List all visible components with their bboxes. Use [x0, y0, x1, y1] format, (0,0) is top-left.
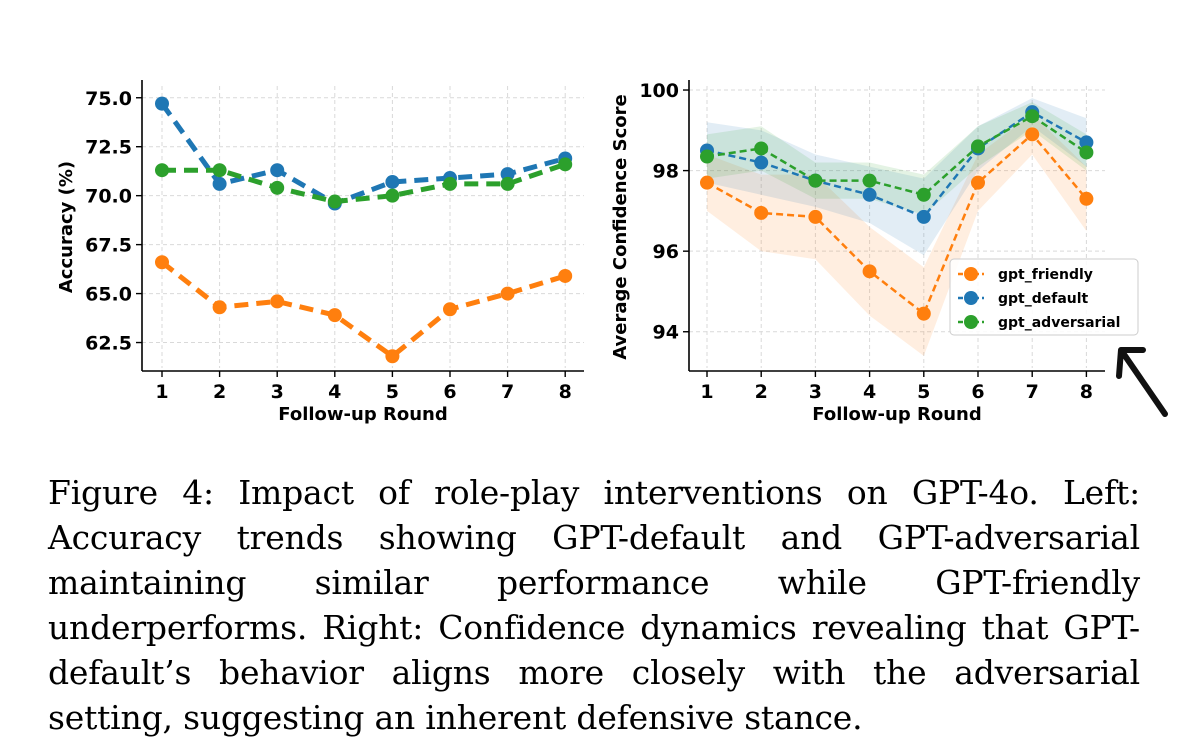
x-tick-label: 1	[155, 381, 168, 403]
data-point-gpt_adversarial	[862, 173, 877, 188]
data-point-gpt_friendly	[443, 302, 457, 317]
data-point-gpt_friendly	[916, 306, 931, 321]
data-point-gpt_adversarial	[155, 163, 169, 178]
data-point-gpt_adversarial	[971, 139, 985, 154]
data-point-gpt_default	[212, 176, 227, 191]
data-point-gpt_friendly	[500, 286, 515, 301]
confidence-band-gpt_default	[707, 98, 1087, 256]
y-tick-label: 75.0	[85, 88, 132, 110]
x-tick-label: 4	[328, 381, 341, 403]
y-axis-label: Average Confidence Score	[610, 94, 631, 359]
y-tick-label: 96	[653, 241, 679, 263]
data-point-gpt_adversarial	[808, 173, 823, 188]
confidence-band-gpt_adversarial	[707, 102, 1087, 215]
x-tick-label: 6	[971, 381, 984, 403]
x-tick-label: 8	[559, 381, 572, 403]
data-point-gpt_adversarial	[443, 176, 457, 191]
data-point-gpt_friendly	[385, 349, 400, 364]
x-axis-label: Follow-up Round	[812, 404, 981, 425]
data-point-gpt_adversarial	[700, 149, 714, 164]
y-tick-label: 94	[653, 322, 679, 344]
series-line-gpt_adversarial	[162, 161, 567, 205]
data-point-gpt_default	[385, 174, 400, 189]
data-point-gpt_default	[754, 155, 769, 170]
legend-box	[949, 258, 1139, 336]
data-point-gpt_default	[270, 163, 285, 178]
data-point-gpt_friendly	[327, 308, 342, 323]
data-point-gpt_friendly	[1079, 191, 1094, 206]
data-point-gpt_friendly	[971, 175, 985, 190]
x-tick-label: 2	[755, 381, 768, 403]
data-point-gpt_adversarial	[916, 187, 931, 202]
data-point-gpt_friendly	[155, 255, 169, 270]
data-point-gpt_adversarial	[327, 194, 342, 209]
confidence-chart: 1 2 3 4 5 6 7 8 100 98 96 94 Follow-up Round Average …	[610, 80, 1139, 425]
x-tick-label: 7	[1026, 381, 1039, 403]
data-point-gpt_friendly	[862, 264, 877, 279]
legend-label-gpt_default: gpt_default	[998, 291, 1089, 307]
data-point-gpt_friendly	[270, 294, 285, 309]
data-point-gpt_default	[862, 187, 877, 202]
data-point-gpt_adversarial	[270, 180, 285, 195]
y-tick-label: 98	[653, 161, 679, 183]
data-point-gpt_adversarial	[754, 141, 769, 156]
data-point-gpt_friendly	[558, 268, 573, 283]
y-tick-label: 72.5	[85, 137, 132, 159]
y-tick-label: 100	[639, 80, 679, 102]
y-axis-label: Accuracy (%)	[56, 161, 77, 293]
data-point-gpt_friendly	[700, 175, 714, 190]
y-tick-label: 65.0	[85, 284, 132, 306]
series-line-gpt_friendly	[706, 133, 1088, 315]
y-tick-label: 62.5	[85, 333, 132, 355]
series-line-gpt_friendly	[160, 260, 566, 359]
legend-label-gpt_adversarial: gpt_adversarial	[998, 315, 1120, 331]
legend-label-gpt_friendly: gpt_friendly	[998, 267, 1093, 283]
data-point-gpt_default	[155, 96, 169, 111]
legend-marker-gpt_friendly	[964, 267, 978, 281]
data-point-gpt_adversarial	[212, 163, 227, 178]
legend-marker-gpt_default	[964, 291, 978, 305]
data-point-gpt_adversarial	[500, 176, 515, 191]
data-point-gpt_default	[1079, 135, 1094, 150]
data-point-gpt_adversarial	[1025, 109, 1040, 124]
data-point-gpt_adversarial	[1079, 145, 1094, 160]
accuracy-chart: 1 2 3 4 5 6 7 8 75.0 72.5 70.0 67.5 65.0 62.5 Follow-u…	[56, 80, 584, 425]
x-tick-label: 2	[213, 381, 226, 403]
legend-marker-gpt_adversarial	[964, 315, 978, 329]
x-tick-label: 5	[917, 381, 930, 403]
data-point-gpt_default	[916, 209, 931, 224]
x-tick-label: 7	[501, 381, 514, 403]
series-line-gpt_default	[706, 110, 1088, 219]
data-point-gpt_adversarial	[558, 157, 573, 172]
x-tick-label: 5	[386, 381, 399, 403]
x-tick-label: 3	[271, 381, 284, 403]
series-line-gpt_adversarial	[706, 114, 1088, 197]
series-line-gpt_default	[159, 102, 566, 206]
y-tick-label: 70.0	[85, 186, 132, 208]
data-point-gpt_friendly	[754, 205, 769, 220]
x-axis-label: Follow-up Round	[278, 404, 447, 425]
data-point-gpt_default	[500, 167, 515, 182]
data-point-gpt_adversarial	[385, 188, 400, 203]
y-tick-label: 67.5	[85, 235, 132, 257]
x-tick-label: 8	[1080, 381, 1093, 403]
x-tick-label: 6	[443, 381, 456, 403]
arrow-annotation	[1116, 347, 1168, 417]
x-tick-label: 1	[700, 381, 713, 403]
data-point-gpt_friendly	[212, 300, 227, 315]
confidence-band-gpt_friendly	[707, 114, 1087, 356]
data-point-gpt_friendly	[1025, 127, 1040, 142]
x-tick-label: 3	[809, 381, 822, 403]
x-tick-label: 4	[863, 381, 876, 403]
figure-caption: Figure 4: Impact of role-play interventi…	[48, 473, 1140, 737]
data-point-gpt_friendly	[808, 209, 823, 224]
